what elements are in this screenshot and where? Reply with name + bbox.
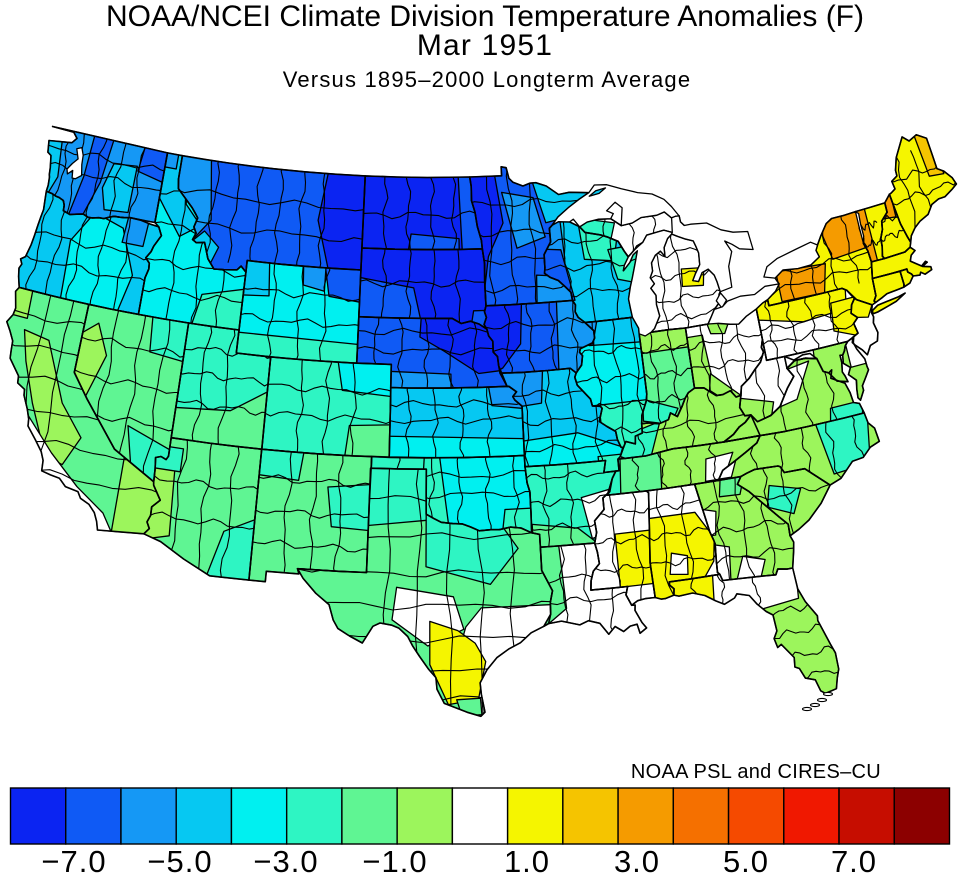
- svg-text:−1.0: −1.0: [362, 844, 427, 875]
- svg-text:3.0: 3.0: [614, 844, 660, 875]
- svg-text:5.0: 5.0: [723, 844, 769, 875]
- svg-text:−5.0: −5.0: [147, 844, 212, 875]
- svg-text:−7.0: −7.0: [41, 844, 106, 875]
- svg-text:−3.0: −3.0: [253, 844, 318, 875]
- svg-text:7.0: 7.0: [831, 844, 877, 875]
- svg-text:Mar 1951: Mar 1951: [417, 29, 553, 62]
- svg-text:NOAA/NCEI Climate Division Tem: NOAA/NCEI Climate Division Temperature A…: [106, 0, 864, 33]
- svg-text:1.0: 1.0: [504, 844, 550, 875]
- svg-text:NOAA PSL and CIRES–CU: NOAA PSL and CIRES–CU: [631, 761, 881, 783]
- svg-text:Versus 1895–2000 Longterm Aver: Versus 1895–2000 Longterm Average: [283, 67, 692, 92]
